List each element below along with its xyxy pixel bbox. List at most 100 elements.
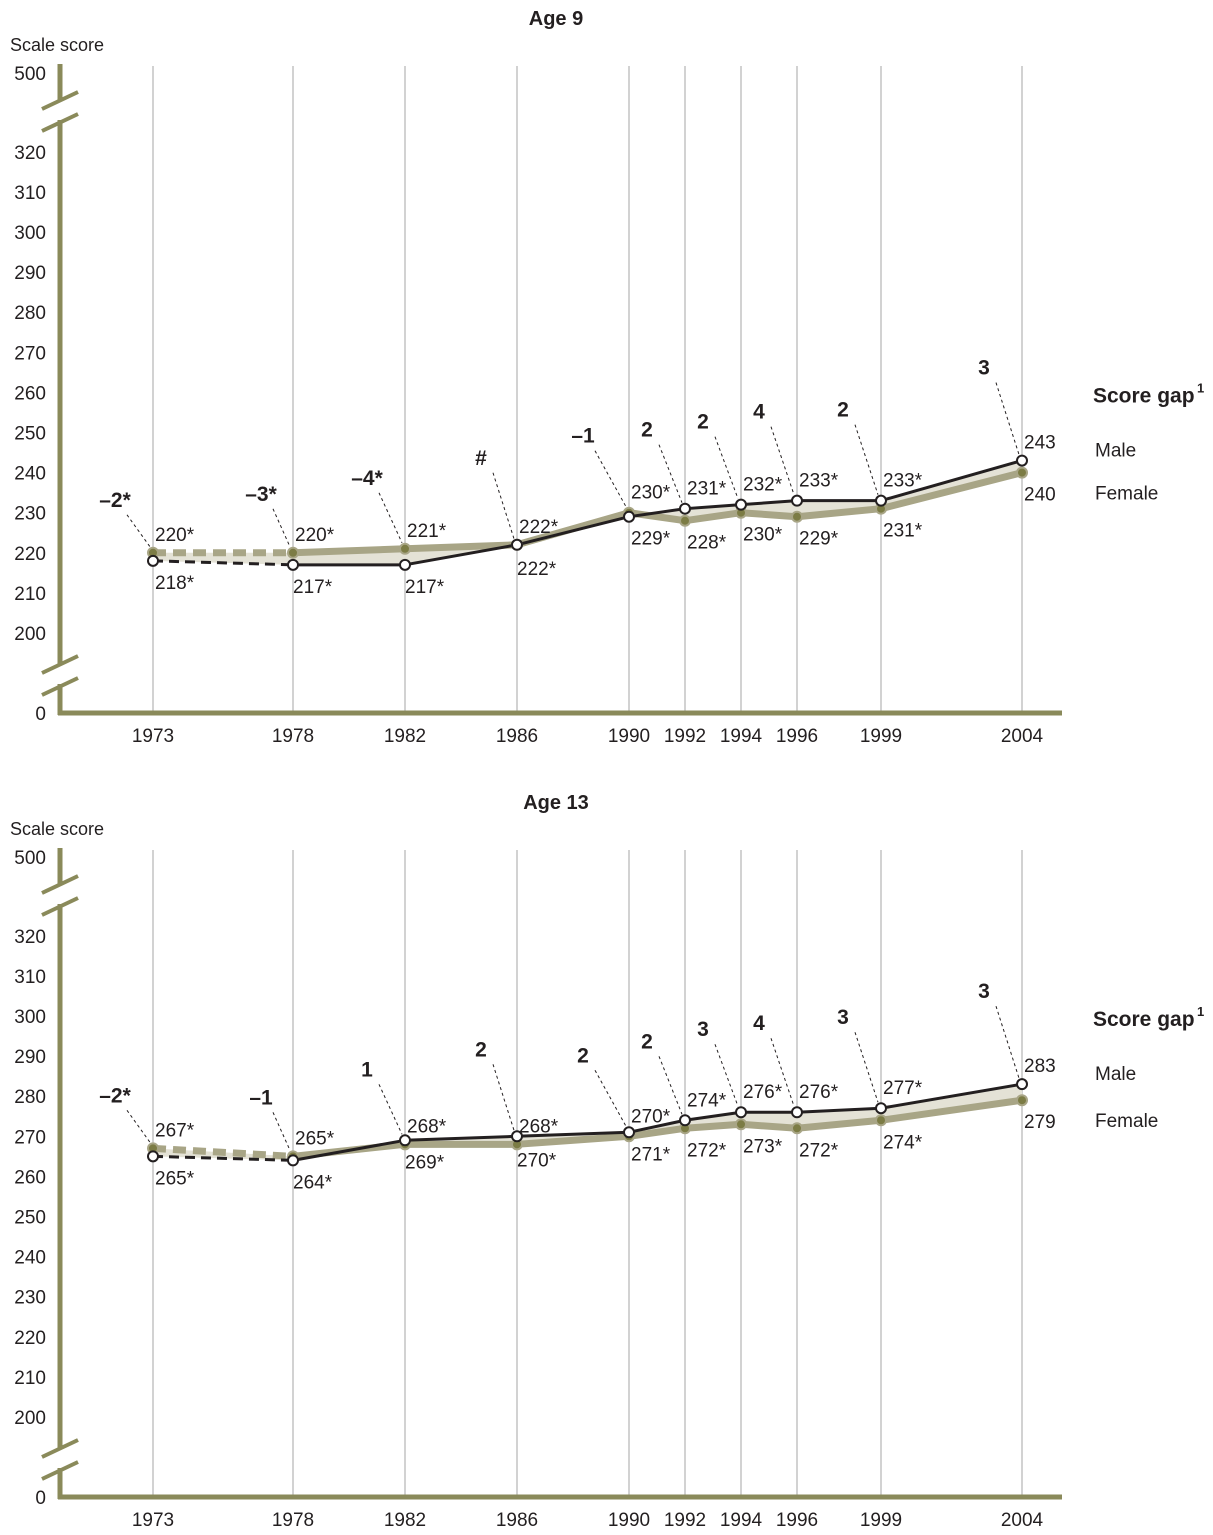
x-tick-label: 1978 bbox=[272, 1510, 314, 1530]
male-data-point bbox=[875, 494, 887, 507]
female-data-label: 231* bbox=[883, 521, 923, 542]
y-tick-label: 240 bbox=[14, 464, 46, 485]
y-tick-label: 310 bbox=[14, 183, 46, 204]
male-data-label: 229* bbox=[631, 529, 671, 550]
male-data-label: 231* bbox=[687, 479, 727, 500]
male-data-label: 276* bbox=[799, 1082, 839, 1103]
score-gap-label: 3 bbox=[837, 1006, 849, 1029]
chart-title: Age 9 bbox=[529, 8, 583, 30]
male-data-point bbox=[287, 1154, 299, 1167]
score-gap-leader bbox=[854, 424, 879, 495]
female-data-point bbox=[1016, 1094, 1028, 1107]
score-gap-leader bbox=[492, 472, 515, 539]
score-gap-label: 2 bbox=[641, 419, 653, 442]
y-tick-label: 200 bbox=[14, 624, 46, 645]
score-gap-leader bbox=[714, 436, 739, 499]
y-tick-label: 230 bbox=[14, 1288, 46, 1309]
y-tick-label: 310 bbox=[14, 967, 46, 988]
male-data-point bbox=[623, 510, 635, 523]
score-gap-leader bbox=[272, 1112, 291, 1151]
score-gap-leader bbox=[492, 1064, 515, 1131]
female-data-label: 220* bbox=[295, 525, 335, 546]
female-data-label: 265* bbox=[295, 1128, 335, 1149]
female-data-label: 230* bbox=[631, 483, 671, 504]
score-gap-legend-title: Score gap bbox=[1093, 385, 1195, 408]
x-tick-label: 1978 bbox=[272, 726, 314, 747]
score-gap-leader bbox=[378, 492, 403, 543]
score-gap-label: 4 bbox=[753, 1012, 765, 1035]
female-data-point bbox=[791, 510, 803, 523]
score-gap-label: 2 bbox=[641, 1030, 653, 1053]
score-gap-leader bbox=[658, 444, 683, 503]
y-tick-label: 0 bbox=[35, 1488, 46, 1509]
x-tick-label: 2004 bbox=[1001, 726, 1044, 747]
male-data-point bbox=[1016, 1078, 1028, 1091]
x-tick-label: 1994 bbox=[720, 726, 763, 747]
female-data-label: 270* bbox=[631, 1106, 671, 1127]
score-gap-label: 3 bbox=[697, 1018, 709, 1041]
x-tick-label: 1994 bbox=[720, 1510, 763, 1530]
male-data-label: 264* bbox=[293, 1172, 333, 1193]
x-tick-label: 1986 bbox=[496, 726, 538, 747]
axis-break-mark bbox=[41, 1460, 79, 1481]
male-data-point bbox=[1016, 454, 1028, 467]
axis-break-mark bbox=[41, 112, 79, 133]
male-data-label: 232* bbox=[743, 475, 783, 496]
male-series-line-dashed bbox=[152, 1154, 294, 1162]
score-gap-label: 3 bbox=[978, 357, 990, 380]
male-data-label: 217* bbox=[405, 577, 445, 598]
y-tick-label: 260 bbox=[14, 1167, 46, 1188]
y-tick-label: 220 bbox=[14, 1328, 46, 1349]
y-tick-label: 260 bbox=[14, 383, 46, 404]
male-data-label: 218* bbox=[155, 573, 195, 594]
y-tick-label: 210 bbox=[14, 584, 46, 605]
female-data-label: 273* bbox=[743, 1136, 783, 1157]
chart-title: Age 13 bbox=[523, 792, 589, 814]
male-data-label: 233* bbox=[799, 471, 839, 492]
score-gap-leader bbox=[658, 1056, 683, 1115]
y-tick-label: 280 bbox=[14, 1087, 46, 1108]
y-tick-label: 500 bbox=[14, 64, 46, 85]
score-gap-label: 3 bbox=[978, 980, 990, 1003]
y-tick-label: 320 bbox=[14, 143, 46, 164]
x-tick-label: 1990 bbox=[608, 726, 650, 747]
chart-panel-age-13: Age 13 Scale score 0 200 210 220 230 240 250 260 2… bbox=[10, 792, 1204, 1531]
y-tick-label: 320 bbox=[14, 927, 46, 948]
y-tick-label: 500 bbox=[14, 848, 46, 869]
score-gap-footnote-mark: 1 bbox=[1197, 381, 1204, 396]
male-data-point bbox=[147, 1150, 159, 1163]
x-tick-label: 1999 bbox=[860, 1510, 902, 1530]
axis-break-mark bbox=[41, 654, 79, 675]
y-tick-label: 270 bbox=[14, 1127, 46, 1148]
female-data-point bbox=[399, 542, 411, 555]
male-data-label: 283 bbox=[1024, 1056, 1056, 1077]
y-tick-label: 210 bbox=[14, 1368, 46, 1389]
female-data-label: 268* bbox=[407, 1116, 447, 1137]
male-data-label: 277* bbox=[883, 1078, 923, 1099]
score-gap-leader bbox=[126, 1110, 151, 1143]
male-data-label: 270* bbox=[517, 1150, 557, 1171]
female-data-point bbox=[875, 1114, 887, 1127]
x-tick-label: 1996 bbox=[776, 726, 818, 747]
score-gap-leader bbox=[854, 1032, 879, 1103]
score-gap-leader bbox=[272, 508, 291, 548]
male-data-label: 233* bbox=[883, 471, 923, 492]
score-gap-label: –1 bbox=[249, 1086, 273, 1109]
score-gap-label: 2 bbox=[475, 1038, 487, 1061]
score-gap-label: # bbox=[475, 447, 487, 470]
female-data-label: 230* bbox=[743, 525, 783, 546]
male-data-point bbox=[399, 558, 411, 571]
male-data-label: 265* bbox=[155, 1168, 195, 1189]
male-series-line-dashed bbox=[152, 559, 294, 567]
female-data-label: 222* bbox=[519, 517, 559, 538]
x-tick-label: 1982 bbox=[384, 1510, 426, 1530]
score-gap-label: 2 bbox=[577, 1044, 589, 1067]
score-gap-leader bbox=[594, 1070, 627, 1127]
x-tick-label: 1986 bbox=[496, 1510, 538, 1530]
y-tick-label: 270 bbox=[14, 343, 46, 364]
axis-break-mark bbox=[41, 90, 79, 111]
male-data-point bbox=[511, 1130, 523, 1143]
female-data-point bbox=[735, 1118, 747, 1131]
x-tick-label: 1982 bbox=[384, 726, 426, 747]
